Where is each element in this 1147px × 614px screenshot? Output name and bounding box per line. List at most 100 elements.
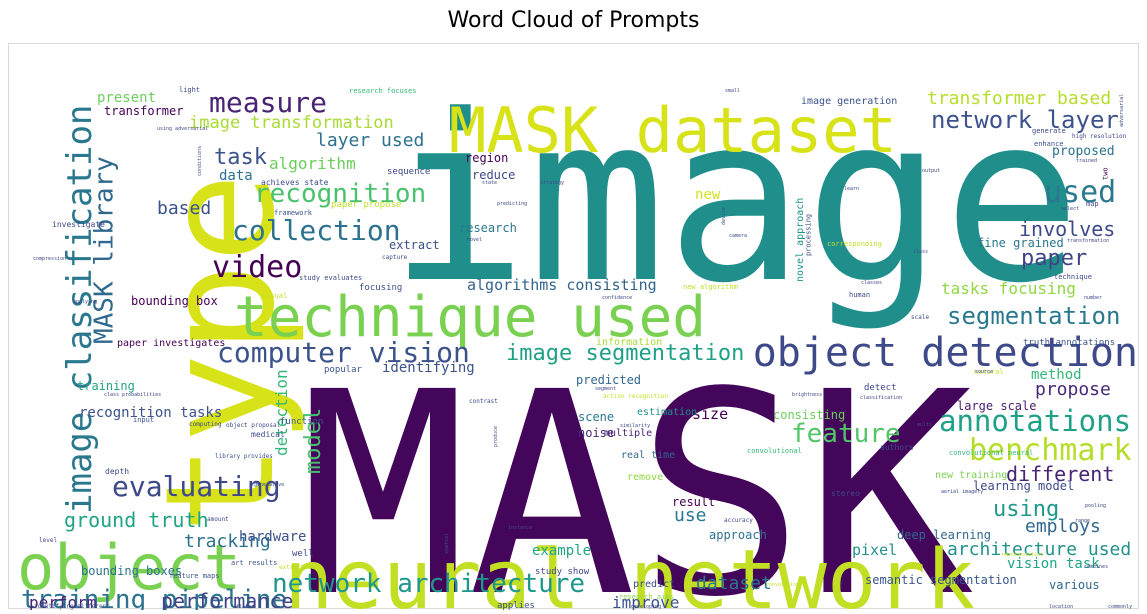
word-authors: authors	[880, 443, 914, 452]
word-hardware: hardware	[239, 529, 306, 545]
word-new-algorithm: new algorithm	[683, 283, 738, 291]
word-object: object	[17, 531, 241, 604]
word-benchmark: benchmark	[969, 433, 1132, 468]
word-device: device	[721, 207, 727, 225]
word-present: present	[97, 90, 156, 106]
word-annotations: annotations	[939, 404, 1131, 438]
word-approach: approach	[709, 528, 767, 542]
word-feature: feature	[791, 419, 901, 449]
word-video: video	[212, 250, 302, 285]
word-action-recognition: action recognition	[603, 393, 668, 400]
word-classification: classification	[860, 395, 902, 401]
word-model: model	[301, 408, 326, 474]
word-enhance: enhance	[1034, 140, 1064, 148]
word-learning-model: learning model	[973, 479, 1074, 493]
word-method: method	[1031, 367, 1082, 383]
word-corresponding: corresponding	[827, 240, 882, 248]
word-network-architecture: network architecture	[272, 569, 585, 599]
word-high-resolution: high resolution	[1072, 133, 1127, 140]
word-various: various	[1049, 578, 1100, 592]
word-predicting: predicting	[497, 201, 527, 207]
word-training: training	[77, 379, 135, 393]
word-detection: detection	[272, 369, 291, 456]
word-input: input	[133, 416, 154, 424]
word-computing: computing	[189, 421, 222, 428]
word-large-scale: large scale	[957, 399, 1036, 413]
word-medical: medical	[251, 430, 285, 439]
word-compression: compression	[33, 256, 66, 262]
word-source: source	[975, 369, 993, 375]
word-collection: collection	[232, 214, 401, 247]
word-amount: amount	[207, 516, 229, 523]
word-image-generation: image generation	[801, 96, 897, 107]
word-stereo: stereo	[831, 489, 860, 498]
word-employs: employs	[1025, 516, 1101, 537]
word-real-time: real time	[621, 450, 675, 461]
chart-title: Word Cloud of Prompts	[447, 8, 700, 33]
word-used: used	[1044, 175, 1116, 210]
word-object-proposal: object proposal	[226, 422, 281, 429]
word-filter: filter	[236, 604, 254, 610]
word-recognition: recognition	[254, 179, 426, 209]
word-combines: combines	[1084, 564, 1108, 570]
word-improve: improve	[612, 593, 679, 610]
word-tasks-focusing: tasks focusing	[941, 279, 1076, 298]
word-multi: multi	[917, 422, 932, 428]
word-image-classification: image classification	[60, 105, 100, 514]
word-involves: involves	[1019, 217, 1115, 241]
word-ground-truth: ground truth	[64, 508, 209, 532]
word-image: image	[389, 67, 1081, 334]
word-accuracy: accuracy	[724, 517, 753, 524]
word-size: size	[692, 405, 728, 423]
word-mask: MASK	[299, 333, 975, 610]
word-produce: produce	[493, 426, 499, 447]
word-task: task	[214, 145, 267, 170]
word-novel-approach: novel approach	[795, 198, 806, 282]
word-object-detection: object detection	[753, 330, 1138, 376]
word-information: information	[596, 337, 662, 348]
word-location: location	[1049, 604, 1073, 610]
word-feature-maps: feature maps	[169, 572, 220, 580]
word-tracking: tracking	[184, 531, 271, 552]
word-data: data	[219, 168, 253, 184]
word-function: function	[280, 417, 323, 427]
word-representation: representation	[1001, 552, 1043, 558]
word-range: range	[1075, 518, 1090, 524]
word-technique-used: technique used	[234, 285, 706, 350]
word-mask-dataset: MASK dataset	[449, 94, 897, 167]
word-using-adversarial: using adversarial	[157, 126, 208, 132]
word-paper: paper	[1021, 246, 1087, 271]
word-natural: natural	[974, 368, 1004, 376]
word-transformer: transformer	[104, 104, 183, 118]
word-transformer-based: transformer based	[927, 88, 1111, 109]
word-visual: visual	[262, 292, 287, 300]
word-fine-grained: fine grained	[977, 236, 1064, 250]
word-evaluating: evaluating	[112, 470, 281, 503]
word-similarity: similarity	[620, 423, 650, 429]
word-network-layer: network layer	[931, 106, 1119, 134]
word-confidence: confidence	[602, 295, 632, 301]
word-image-segmentation: image segmentation	[506, 341, 744, 366]
word-training-pipeline: training pipeline	[21, 585, 287, 610]
word-generative: generative	[254, 482, 284, 488]
word-contrast: contrast	[469, 398, 498, 405]
word-level: level	[39, 537, 57, 544]
word-predict: predict	[633, 579, 675, 590]
word-small: small	[725, 88, 740, 94]
word-truth-annotations: truth annotations	[1023, 338, 1115, 348]
word-transformation: transformation	[1067, 238, 1109, 244]
word-art-results: art results	[231, 559, 277, 567]
word-camera: camera	[729, 233, 747, 239]
word-state: state	[482, 180, 497, 186]
word-popular: popular	[324, 365, 363, 375]
word-new-training: new training	[935, 470, 1007, 481]
word-using: using	[993, 497, 1059, 522]
word-cloud-canvas: image MASK type neural network MASK dataset t…	[8, 43, 1139, 610]
word-estimation: estimation	[637, 407, 697, 418]
word-semantic-segmentation: semantic segmentation	[865, 573, 1017, 587]
word-class-probabilities: class probabilities	[104, 392, 161, 398]
word-detect: detect	[864, 383, 897, 393]
word-scale: scale	[911, 314, 929, 321]
word-well: well	[292, 549, 314, 559]
word-strategy: strategy	[540, 180, 564, 186]
